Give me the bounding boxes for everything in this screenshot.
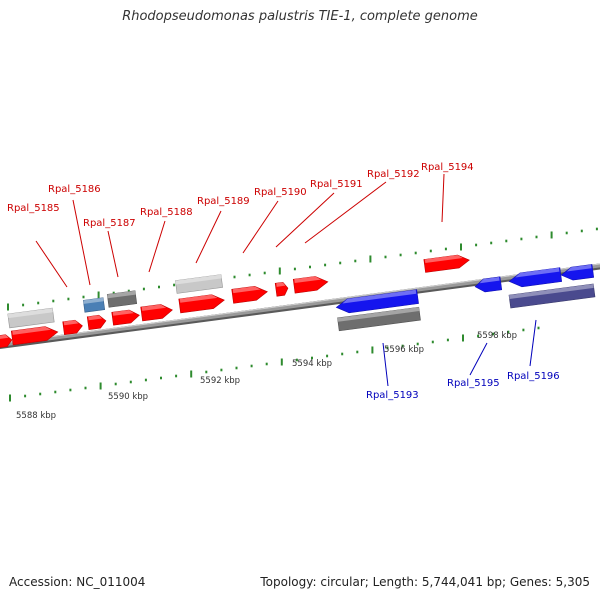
forward-gene (86, 314, 107, 330)
gene-labels: 5588 kbp 5590 kbp 5592 kbp 5594 kbp 5596 kbp… (7, 162, 560, 421)
forward-gene (140, 304, 173, 322)
backbone-line (0, 263, 600, 347)
scale-label: 5596 kbp (384, 345, 424, 355)
forward-gene (292, 276, 329, 294)
gene-label-reverse: Rpal_5195 (447, 378, 500, 389)
reverse-gene (560, 264, 595, 281)
reverse-gene (508, 267, 563, 288)
leader-line (72, 199, 91, 286)
gene-label-forward: Rpal_5194 (421, 162, 474, 173)
forward-gene (10, 326, 59, 346)
leader-line (242, 200, 279, 254)
gene-label-reverse: Rpal_5196 (507, 371, 560, 382)
reverse-gene (474, 276, 503, 293)
genome-backbone (0, 263, 600, 350)
reverse-gene (335, 289, 419, 314)
forward-gene (178, 294, 225, 314)
gene-label-forward: Rpal_5188 (140, 207, 193, 218)
leader-line (35, 240, 68, 288)
scale-label: 5590 kbp (108, 392, 148, 402)
forward-gene (111, 309, 140, 326)
genome-title: Rhodopseudomonas palustris TIE-1, comple… (122, 9, 478, 24)
gene-features (0, 254, 596, 349)
forward-gene (62, 319, 83, 336)
gene-label-forward: Rpal_5185 (7, 203, 60, 214)
backbone-highlight (0, 263, 600, 344)
label-leaders (35, 173, 537, 387)
slate-feature (508, 283, 596, 309)
accession-text: Accession: NC_011004 (9, 575, 146, 589)
gene-label-forward: Rpal_5187 (83, 218, 136, 229)
gene-label-forward: Rpal_5189 (197, 196, 250, 207)
leader-line (304, 181, 387, 244)
scale-label: 5598 kbp (477, 331, 517, 341)
gray-feature (106, 290, 138, 308)
gene-label-forward: Rpal_5191 (310, 179, 363, 190)
forward-gene (0, 334, 13, 349)
scale-label: 5594 kbp (292, 359, 332, 369)
leader-line (275, 192, 335, 248)
leader-line (107, 230, 119, 278)
leader-line (441, 173, 445, 223)
leader-line (529, 319, 537, 367)
gene-label-forward: Rpal_5186 (48, 184, 101, 195)
leader-line (148, 220, 166, 273)
forward-gene (423, 254, 470, 273)
forward-gene (274, 282, 289, 297)
leader-line (382, 342, 389, 387)
scale-label: 5592 kbp (200, 376, 240, 386)
gray-feature (175, 274, 223, 294)
gray-feature (337, 306, 421, 332)
forward-gene (231, 286, 268, 304)
gray-feature (7, 307, 55, 329)
genome-summary-text: Topology: circular; Length: 5,744,041 bp… (260, 575, 590, 589)
gene-label-forward: Rpal_5190 (254, 187, 307, 198)
scale-label: 5588 kbp (16, 411, 56, 421)
blue-feature (82, 297, 106, 313)
gene-label-reverse: Rpal_5193 (366, 390, 419, 401)
leader-line (469, 342, 488, 376)
leader-line (195, 210, 222, 264)
gene-label-forward: Rpal_5192 (367, 169, 420, 180)
